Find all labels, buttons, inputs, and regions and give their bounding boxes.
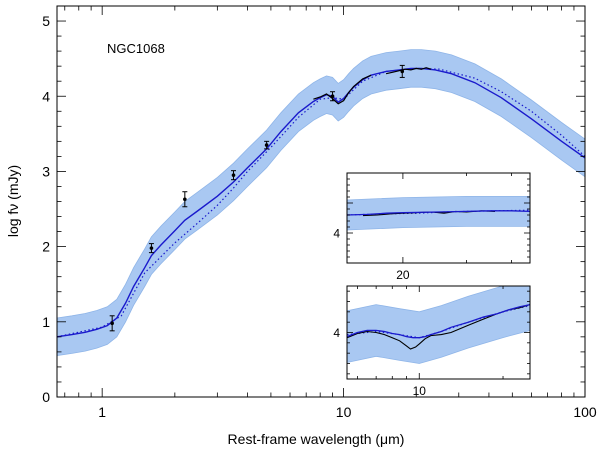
photometry-point [148, 243, 154, 254]
ir-spectrum-line [385, 67, 432, 75]
photometry-point [109, 315, 115, 332]
y-tick-label: 2 [42, 239, 50, 255]
data-point-marker [149, 246, 154, 250]
inset-upper-frame [346, 172, 531, 264]
photometry-points [109, 64, 432, 332]
photometry-point [182, 191, 188, 208]
inset-lower-ticks: 10 4 [333, 286, 530, 398]
inset-lower-lines [347, 303, 530, 350]
inset-uncertainty-band [347, 286, 530, 364]
y-tick-label: 1 [42, 314, 50, 330]
x-tick-label: 1 [98, 404, 106, 420]
photometry-point [231, 170, 237, 181]
x-tick-label: 10 [336, 404, 352, 420]
x-tick-label: 20 [396, 268, 410, 282]
inset-upper-lines [347, 209, 530, 217]
y-axis-label: log fν (mJy) [5, 165, 21, 237]
data-point-marker [183, 197, 187, 202]
y-tick-label: 3 [42, 163, 50, 179]
inset-upper-ticks: 20 4 [333, 172, 530, 282]
data-point-marker [110, 321, 114, 326]
photometry-point [264, 140, 270, 150]
inset-lower-band [347, 286, 530, 364]
inset-data-line [347, 304, 530, 350]
object-label: NGC1068 [107, 41, 165, 56]
inset-model-solid-line [347, 303, 530, 339]
photometry-point [330, 91, 336, 102]
model-dotted-line [57, 67, 585, 338]
y-tick-label: 4 [333, 226, 340, 240]
x-axis-label: Rest-frame wavelength (μm) [228, 431, 405, 447]
model-lines [57, 67, 585, 338]
x-tick-label: 100 [573, 404, 597, 420]
model-solid-line [57, 67, 585, 338]
data-point-marker [264, 143, 269, 147]
spectrum-point [399, 64, 405, 78]
uncertainty-band [57, 49, 585, 357]
x-tick-label: 10 [413, 384, 427, 398]
y-tick-label: 5 [42, 13, 50, 29]
data-point-marker [400, 69, 405, 74]
mir-spectrum-line [313, 74, 372, 105]
data-point-marker [330, 94, 335, 99]
y-tick-label: 4 [42, 88, 50, 104]
y-tick-label: 0 [42, 389, 50, 405]
main-axis-ticks: 1 10 100 0 1 2 3 4 5 [42, 5, 597, 420]
inset-model-solid-line [347, 210, 530, 216]
data-point-marker [231, 173, 236, 177]
model-uncertainty-band [57, 49, 585, 357]
y-tick-label: 4 [333, 326, 340, 340]
